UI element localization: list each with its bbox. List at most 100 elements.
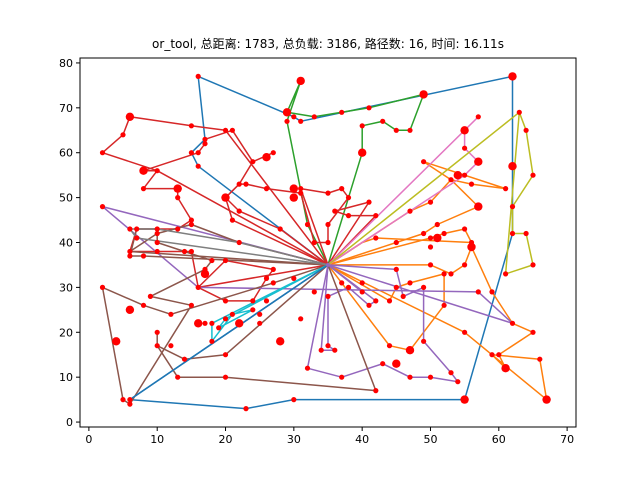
customer-point [325, 190, 331, 196]
customer-point [386, 343, 393, 349]
customer-point-large [125, 112, 135, 122]
customer-point-large [289, 184, 298, 193]
customer-point [537, 356, 543, 362]
x-tick-label: 30 [287, 433, 301, 446]
customer-point-large [501, 364, 510, 373]
customer-point [311, 289, 317, 295]
y-tick-label: 20 [59, 326, 73, 339]
y-tick-label: 30 [59, 281, 73, 294]
customer-point-large [289, 193, 298, 202]
customer-point [339, 280, 345, 286]
customer-point [250, 159, 256, 165]
customer-point-large [433, 233, 442, 243]
customer-point-large [460, 395, 469, 404]
customer-point [188, 248, 194, 255]
customer-point [257, 311, 263, 317]
customer-point-large [460, 126, 469, 135]
x-tick-label: 40 [355, 433, 369, 446]
customer-point [134, 235, 140, 241]
customer-point [345, 284, 352, 290]
customer-point [455, 379, 461, 385]
customer-point [236, 239, 242, 246]
customer-point [277, 226, 283, 232]
customer-point [140, 302, 147, 308]
customer-point-large [508, 72, 517, 81]
customer-point [202, 136, 208, 142]
route-17 [156, 264, 377, 392]
route-11 [101, 205, 514, 325]
customer-point [503, 186, 509, 192]
customer-point [530, 172, 536, 178]
customer-point-large [358, 148, 367, 157]
customer-point [181, 356, 188, 362]
customer-point [407, 374, 413, 380]
customer-point [270, 150, 276, 156]
x-tick-label: 50 [423, 433, 437, 446]
customer-point [140, 186, 147, 192]
customer-point [441, 302, 447, 308]
customer-point [154, 248, 160, 255]
customer-point [188, 302, 194, 308]
customer-point [318, 347, 324, 353]
customer-point-large [221, 193, 230, 202]
customer-point [120, 132, 126, 138]
customer-point [195, 284, 201, 290]
customer-point [427, 199, 434, 205]
x-tick-label: 0 [85, 433, 92, 446]
customer-point [298, 186, 304, 192]
customer-point-large [453, 171, 462, 180]
customer-point [298, 190, 304, 196]
customer-point [427, 374, 434, 380]
y-tick-label: 70 [59, 102, 73, 115]
customer-point [216, 325, 222, 331]
customer-point [168, 311, 174, 317]
customer-point [99, 284, 106, 290]
customer-point [489, 352, 495, 358]
customer-point-large [474, 157, 483, 166]
customer-point-large [139, 166, 148, 175]
customer-point [462, 226, 468, 232]
customer-point [359, 123, 365, 129]
x-tick-label: 60 [492, 433, 506, 446]
customer-point [298, 316, 304, 322]
customer-point [188, 217, 194, 223]
y-axis: 0 10 20 30 40 50 60 70 80 [59, 57, 80, 429]
customer-point [366, 105, 372, 111]
customer-point [236, 208, 242, 214]
customer-point [475, 114, 481, 120]
customer-point [407, 208, 413, 214]
route-6 [101, 116, 329, 266]
customer-point-large [173, 184, 182, 193]
customer-point [229, 127, 235, 133]
y-tick-label: 0 [66, 416, 73, 429]
customer-point [503, 271, 509, 277]
x-tick-label: 10 [150, 433, 164, 446]
customer-point [407, 127, 413, 133]
customer-point-large [125, 305, 135, 314]
customer-point [380, 361, 386, 367]
customer-point [263, 186, 270, 192]
customer-point [175, 226, 181, 232]
customer-point [195, 150, 201, 156]
customer-point [154, 168, 160, 174]
customer-point [366, 302, 372, 308]
customer-point [222, 374, 229, 380]
customer-point [516, 109, 522, 115]
customer-point [154, 226, 160, 232]
customer-point [209, 338, 215, 344]
customer-point [209, 320, 215, 326]
customer-point [222, 127, 229, 133]
customer-point [421, 284, 427, 290]
customer-point-large [235, 319, 244, 328]
customer-point [427, 262, 434, 268]
customer-point [373, 388, 379, 394]
customer-point [421, 159, 427, 165]
customer-point [257, 320, 263, 326]
customer-point [373, 213, 379, 219]
customer-point [345, 195, 352, 201]
customer-point [366, 199, 372, 205]
customer-point-large [405, 346, 415, 355]
customer-point [127, 226, 133, 232]
